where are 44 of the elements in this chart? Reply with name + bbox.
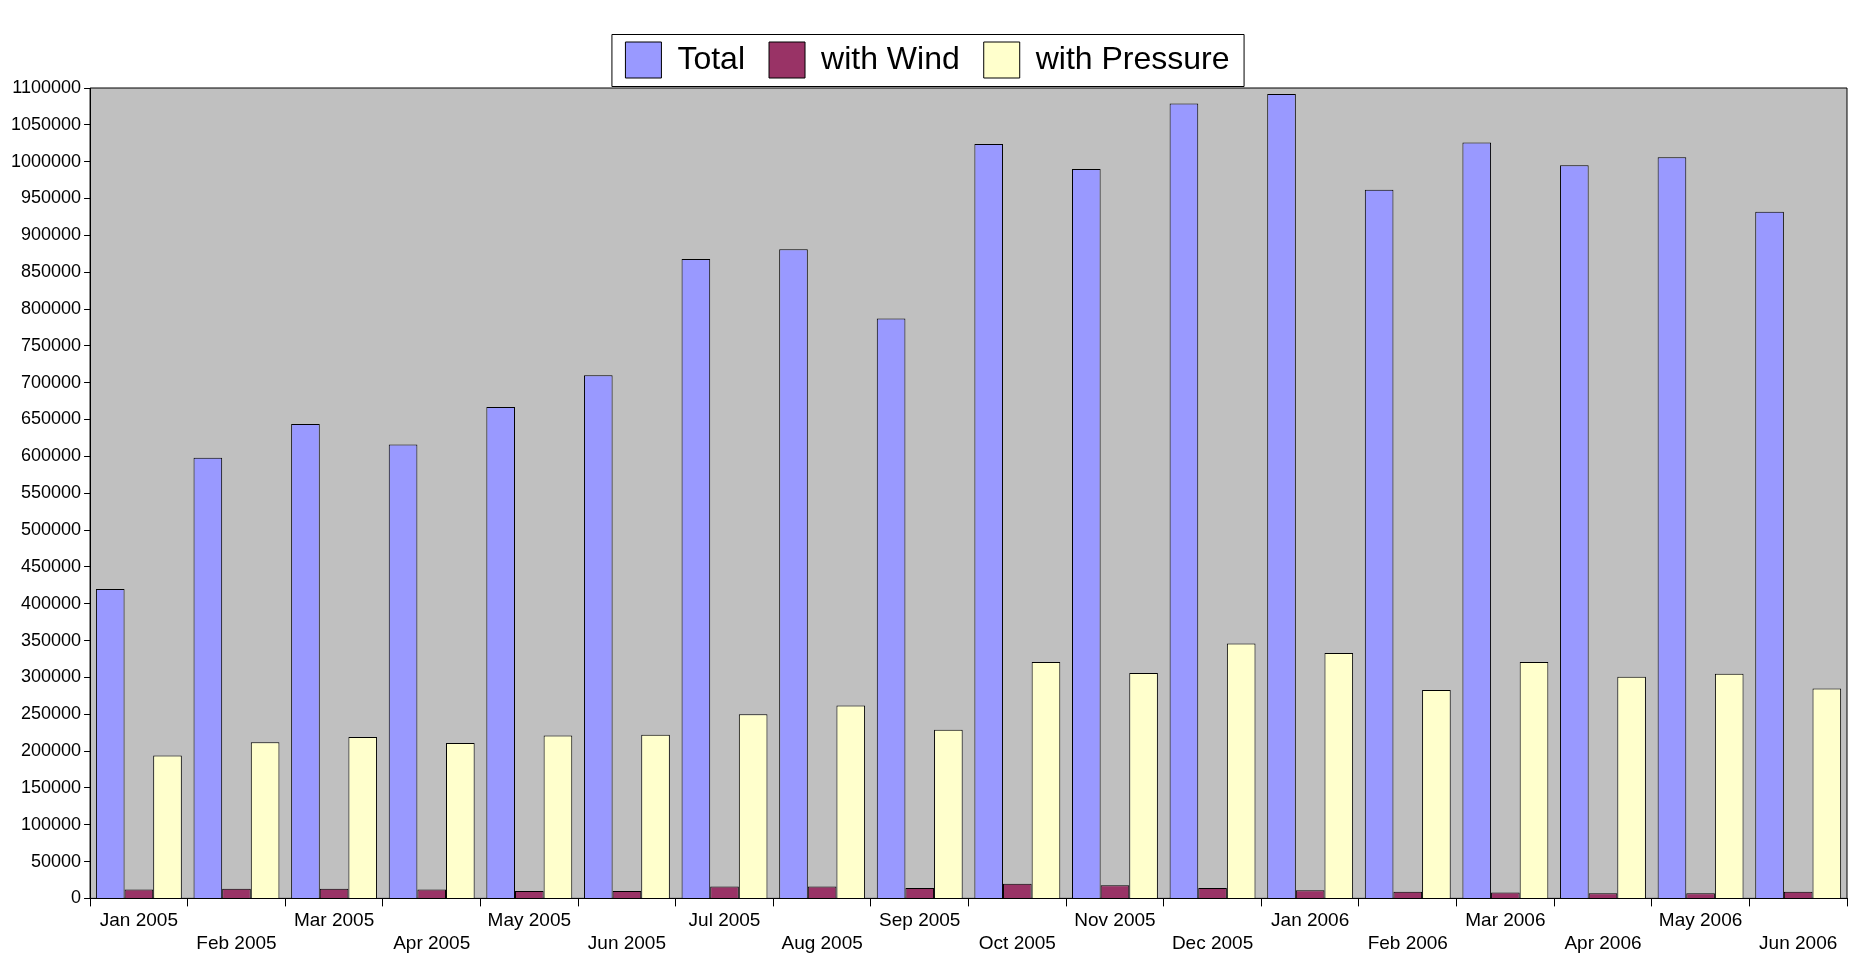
legend-label: with Pressure: [1034, 39, 1230, 76]
y-tick-label: 1050000: [11, 113, 82, 134]
x-tick-label: Jul 2005: [688, 909, 761, 931]
y-tick-label: 50000: [31, 850, 82, 871]
x-tick-label: Apr 2006: [1564, 931, 1642, 953]
x-tick-label: Nov 2005: [1074, 909, 1156, 931]
y-tick-label: 200000: [21, 740, 82, 761]
y-tick-label: 550000: [21, 482, 82, 503]
x-tick-label: Jan 2006: [1271, 909, 1350, 931]
x-tick-label: Aug 2005: [781, 931, 863, 953]
y-tick-label: 350000: [21, 629, 82, 650]
y-tick-label: 150000: [21, 776, 82, 797]
x-tick-label: Feb 2005: [196, 931, 277, 953]
x-tick-label: Jan 2005: [99, 909, 178, 931]
y-tick-label: 800000: [21, 297, 82, 318]
y-tick-label: 500000: [21, 519, 82, 540]
y-tick-label: 900000: [21, 224, 82, 245]
y-tick-label: 0: [71, 887, 82, 908]
x-tick-label: Sep 2005: [879, 909, 961, 931]
x-tick-label: Apr 2005: [393, 931, 471, 953]
x-tick-label: Feb 2006: [1367, 931, 1448, 953]
y-tick-label: 1100000: [12, 76, 82, 97]
x-tick-label: Jun 2005: [587, 931, 667, 953]
y-tick-label: 100000: [21, 813, 82, 834]
x-tick-label: Mar 2005: [293, 909, 375, 931]
legend-label: Total: [677, 39, 746, 76]
x-tick-label: Jun 2006: [1759, 931, 1838, 953]
y-tick-label: 950000: [21, 187, 82, 208]
y-tick-label: 250000: [21, 703, 82, 724]
x-tick-label: Oct 2005: [978, 931, 1056, 953]
y-tick-label: 300000: [21, 666, 82, 687]
y-tick-label: 600000: [21, 445, 82, 466]
y-tick-label: 650000: [21, 408, 82, 429]
x-tick-label: May 2005: [487, 909, 572, 931]
x-tick-label: Dec 2005: [1171, 931, 1254, 953]
y-tick-label: 750000: [21, 334, 82, 355]
y-tick-label: 1000000: [11, 150, 82, 171]
y-tick-label: 700000: [21, 371, 82, 392]
y-tick-label: 450000: [21, 555, 82, 576]
legend-label: with Wind: [820, 39, 960, 76]
y-tick-label: 850000: [21, 261, 82, 282]
x-tick-label: May 2006: [1658, 909, 1743, 931]
y-tick-label: 400000: [21, 592, 82, 613]
x-tick-label: Mar 2006: [1465, 909, 1546, 931]
